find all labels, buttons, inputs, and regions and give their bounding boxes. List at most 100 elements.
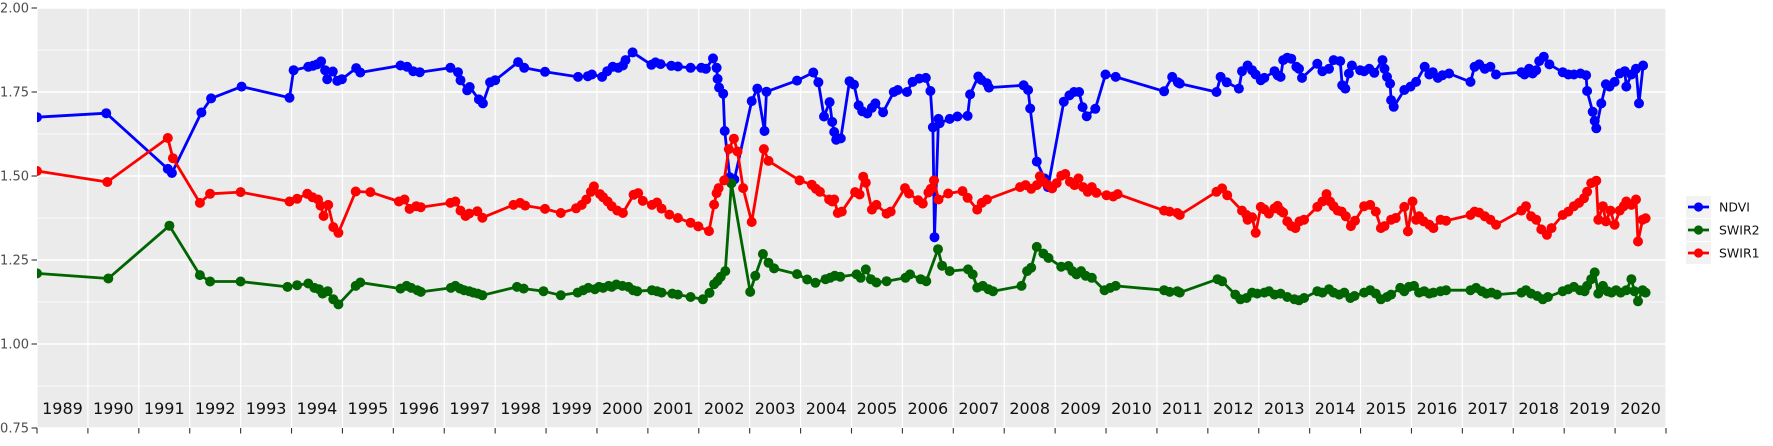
- series-point-swir2: [1589, 267, 1600, 278]
- series-point-ndvi: [336, 74, 347, 85]
- series-point-swir2: [518, 283, 529, 294]
- x-axis-year-label: 2017: [1467, 399, 1508, 418]
- series-point-swir1: [758, 144, 769, 155]
- x-axis-year-label: 2007: [958, 399, 999, 418]
- series-point-swir2: [1056, 261, 1067, 272]
- series-point-swir1: [1428, 223, 1439, 234]
- series-point-ndvi: [1346, 60, 1357, 71]
- series-point-ndvi: [892, 85, 903, 95]
- x-axis-year-label: 2010: [1111, 399, 1152, 418]
- series-point-swir1: [1531, 214, 1542, 225]
- series-point-swir1: [415, 202, 426, 213]
- x-axis-year-label: 1994: [297, 399, 338, 418]
- x-axis-year-label: 1989: [42, 399, 83, 418]
- series-point-swir2: [1441, 285, 1452, 296]
- series-point-swir2: [164, 220, 175, 231]
- series-point-ndvi: [870, 98, 881, 109]
- x-axis-year-label: 1992: [195, 399, 236, 418]
- x-axis-year-label: 1999: [551, 399, 592, 418]
- series-point-swir2: [235, 276, 246, 287]
- series-point-swir1: [1370, 206, 1381, 217]
- series-point-swir1: [1051, 178, 1062, 189]
- series-point-ndvi: [1582, 86, 1593, 96]
- series-point-ndvi: [1294, 63, 1304, 74]
- series-point-swir1: [102, 177, 113, 187]
- series-point-swir2: [1542, 292, 1553, 302]
- series-point-ndvi: [902, 87, 912, 97]
- x-axis-year-label: 2016: [1417, 399, 1458, 418]
- y-axis-tick-label: 0.75: [0, 422, 29, 437]
- series-group-swir1: [37, 133, 1651, 247]
- series-point-swir1: [933, 194, 944, 205]
- series-point-swir1: [399, 194, 410, 205]
- series-point-swir1: [581, 194, 592, 205]
- series-point-ndvi: [827, 116, 838, 127]
- series-point-ndvi: [1297, 72, 1307, 83]
- series-point-swir1: [1609, 219, 1620, 230]
- series-point-ndvi: [586, 69, 597, 80]
- series-point-ndvi: [1031, 156, 1042, 167]
- series-point-ndvi: [944, 113, 955, 124]
- series-point-swir2: [1629, 286, 1640, 297]
- legend-label-swir2: SWIR2: [1719, 223, 1760, 238]
- series-point-swir1: [738, 183, 749, 194]
- series-point-ndvi: [965, 89, 976, 100]
- series-point-ndvi: [761, 86, 772, 97]
- series-point-swir2: [1492, 289, 1502, 300]
- series-point-swir1: [464, 208, 475, 219]
- series-point-swir1: [719, 175, 730, 186]
- series-point-ndvi: [316, 56, 327, 67]
- series-point-swir2: [322, 286, 333, 297]
- series-point-ndvi: [1081, 111, 1092, 122]
- series-point-ndvi: [983, 82, 994, 93]
- series-point-ndvi: [849, 79, 859, 90]
- series-point-swir1: [1222, 190, 1233, 201]
- series-point-swir2: [1621, 285, 1632, 296]
- legend: NDVI SWIR2 SWIR1: [1686, 196, 1760, 264]
- x-axis-year-label: 2018: [1518, 399, 1559, 418]
- series-point-swir1: [746, 217, 757, 227]
- series-point-ndvi: [1211, 87, 1222, 97]
- series-point-ndvi: [1411, 76, 1422, 87]
- x-axis-year-label: 2011: [1162, 399, 1203, 418]
- series-point-ndvi: [708, 53, 718, 64]
- series-point-ndvi: [700, 63, 711, 74]
- series-point-swir1: [162, 133, 173, 143]
- series-point-swir1: [540, 203, 550, 214]
- series-point-swir1: [685, 217, 696, 228]
- x-axis-year-label: 1998: [500, 399, 541, 418]
- series-point-ndvi: [573, 71, 584, 82]
- series-point-swir1: [672, 213, 683, 223]
- series-point-ndvi: [1233, 83, 1244, 94]
- series-point-swir1: [588, 181, 599, 192]
- series-point-swir1: [1441, 215, 1452, 226]
- series-point-swir2: [1031, 241, 1042, 252]
- x-axis-year-label: 1993: [246, 399, 287, 418]
- series-point-ndvi: [1324, 63, 1334, 74]
- series-point-swir2: [1043, 253, 1054, 263]
- series-point-ndvi: [320, 65, 331, 76]
- x-axis-year-label: 2008: [1009, 399, 1050, 418]
- series-point-swir2: [1640, 287, 1651, 298]
- series-point-swir2: [937, 260, 948, 271]
- series-point-ndvi: [1419, 61, 1430, 72]
- legend-label-swir1: SWIR1: [1719, 246, 1760, 261]
- series-point-swir2: [1299, 293, 1310, 303]
- series-point-ndvi: [1465, 76, 1476, 87]
- series-point-ndvi: [166, 168, 177, 178]
- x-axis-year-label: 2014: [1315, 399, 1356, 418]
- series-point-ndvi: [1634, 98, 1644, 109]
- series-point-swir1: [829, 194, 840, 205]
- series-point-ndvi: [1581, 70, 1592, 81]
- series-point-ndvi: [655, 59, 666, 70]
- series-point-ndvi: [929, 232, 940, 243]
- series-point-swir1: [235, 187, 246, 198]
- series-point-ndvi: [1312, 58, 1323, 69]
- series-point-ndvi: [1596, 98, 1607, 109]
- series-point-swir1: [1365, 199, 1376, 210]
- series-point-swir1: [854, 189, 865, 200]
- series-point-ndvi: [477, 98, 488, 109]
- series-point-swir1: [617, 208, 628, 218]
- series-point-ndvi: [206, 93, 217, 104]
